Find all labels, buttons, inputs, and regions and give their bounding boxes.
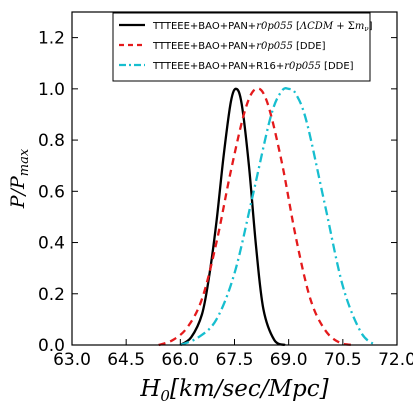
y-tick-label: 1.2: [38, 29, 65, 49]
y-axis-title: P/Pmax: [7, 148, 32, 209]
series-line-1: [179, 87, 286, 347]
x-tick-label: 63.0: [53, 350, 91, 370]
y-tick-label: 1.0: [38, 80, 65, 100]
x-tick-label: 67.5: [216, 350, 254, 370]
y-tick-label: 0.4: [38, 234, 65, 254]
y-tick-label: 0.8: [38, 131, 65, 151]
x-tick-label: 66.0: [161, 350, 199, 370]
series-layer: [158, 87, 377, 347]
x-tick-label: 69.0: [270, 350, 308, 370]
x-tick-label: 70.5: [324, 350, 362, 370]
legend-box: [112, 12, 371, 82]
y-tick-label: 0.0: [38, 336, 65, 356]
y-tick-label: 0.2: [38, 285, 65, 305]
series-line-2: [158, 87, 354, 347]
legend-label-1: TTTEEE+BAO+PAN+r0p055 [ΛCDM + Σmν]: [152, 21, 373, 33]
x-axis-title: H0[km/sec/Mpc]: [139, 376, 328, 405]
x-tick-label: 64.5: [107, 350, 145, 370]
series-line-3: [179, 87, 377, 347]
y-tick-label: 0.6: [38, 182, 65, 202]
x-tick-label: 72.0: [378, 350, 413, 370]
legend-label-2: TTTEEE+BAO+PAN+r0p055 [DDE]: [152, 41, 326, 52]
legend-label-3: TTTEEE+BAO+PAN+R16+r0p055 [DDE]: [152, 61, 354, 72]
legend: TTTEEE+BAO+PAN+r0p055 [ΛCDM + Σmν] TTTEEE…: [112, 12, 373, 82]
ticks-layer: 63.0 64.5 66.0 67.5 69.0 70.5 72.0 0.0 0.2 0.4 0.6…: [38, 12, 413, 370]
